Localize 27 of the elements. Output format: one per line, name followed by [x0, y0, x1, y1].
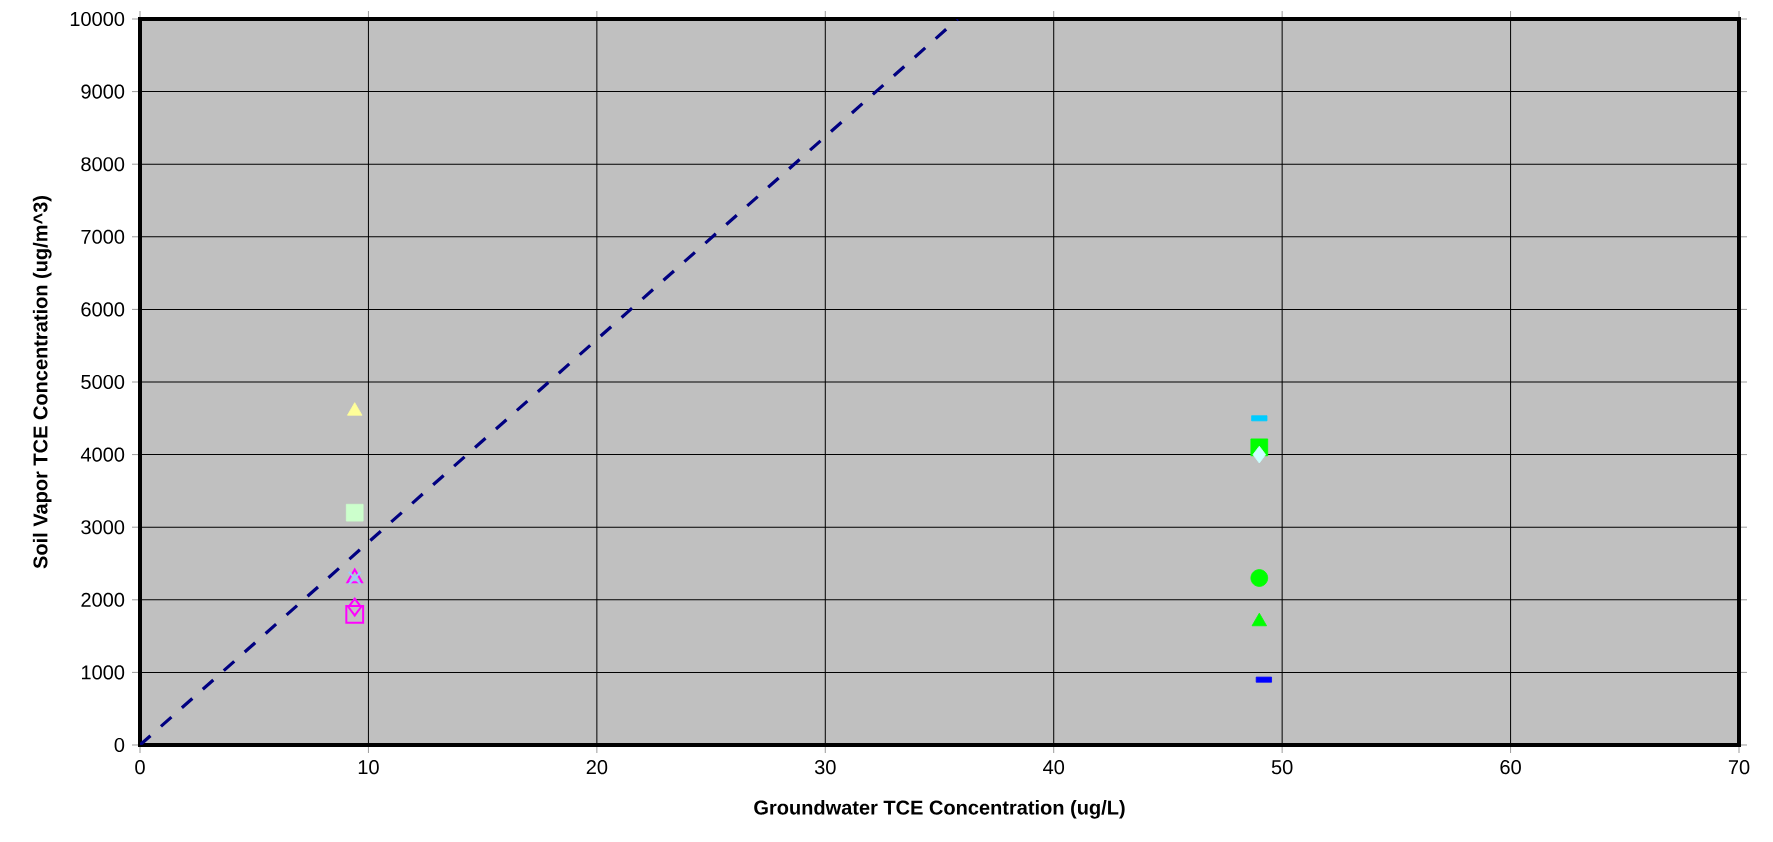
y-tick-label: 8000 — [81, 157, 125, 172]
point — [1252, 445, 1267, 464]
y-tick-label: 7000 — [81, 229, 125, 244]
x-tick-label: 70 — [1728, 760, 1750, 775]
y-tick-label: 3000 — [81, 520, 125, 535]
x-tick-label: 60 — [1500, 760, 1521, 775]
y-tick-label: 5000 — [81, 374, 125, 390]
y-tick-label: 0 — [114, 737, 125, 753]
y-tick-label: 9000 — [81, 84, 125, 99]
y-tick-label: 1000 — [81, 665, 125, 680]
x-tick-label: 50 — [1271, 760, 1293, 775]
x-tick-label: 10 — [358, 760, 379, 775]
y-tick-label: 4000 — [80, 447, 125, 462]
point — [1250, 569, 1269, 587]
x-axis-title: Groundwater TCE Concentration (ug/L) — [754, 799, 1125, 819]
point — [1251, 612, 1267, 627]
y-tick-label: 2000 — [81, 592, 125, 607]
x-tick-label: 20 — [586, 760, 608, 775]
x-tick-label: 0 — [135, 760, 145, 775]
point — [345, 604, 365, 624]
x-tick-label: 30 — [814, 760, 836, 775]
y-tick-label: 6000 — [81, 302, 125, 317]
point — [345, 503, 364, 522]
y-axis-title: Soil Vapor TCE Concentration (ug/m^3) — [32, 196, 52, 569]
point — [347, 597, 363, 617]
y-tick-label: 10000 — [70, 11, 125, 27]
x-tick-label: 40 — [1043, 760, 1065, 775]
